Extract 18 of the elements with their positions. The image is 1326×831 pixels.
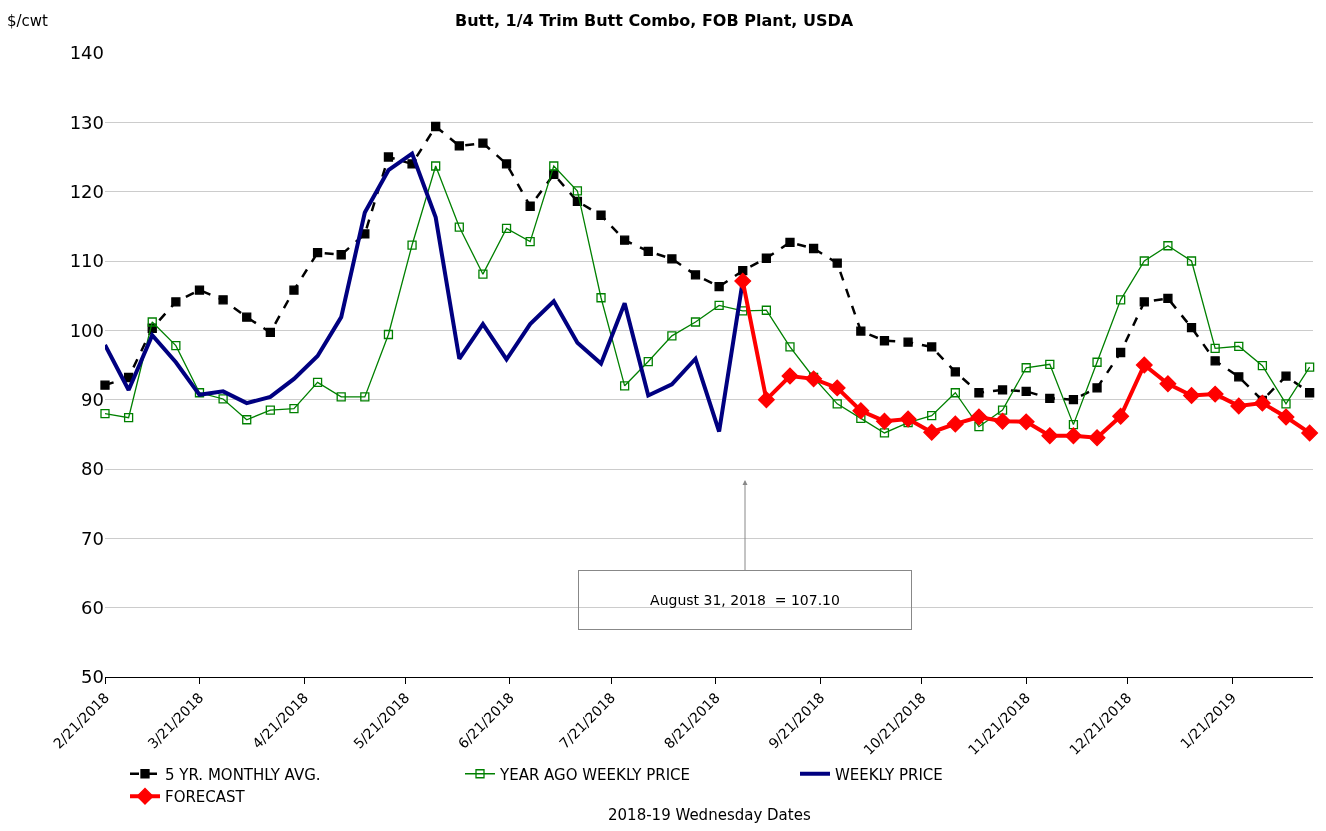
- y-tick-label: 90: [81, 388, 104, 410]
- chart-title: Butt, 1/4 Trim Butt Combo, FOB Plant, USDA: [455, 11, 854, 30]
- annotation: August 31, 2018 = 107.10: [650, 592, 840, 608]
- y-tick-label: 100: [69, 319, 104, 341]
- y-tick-label: 70: [81, 527, 104, 549]
- y-tick-label: 110: [69, 250, 104, 272]
- legend-label: 5 YR. MONTHLY AVG.: [165, 765, 321, 784]
- y-tick-label: 80: [81, 458, 104, 480]
- legend-label: FORECAST: [165, 788, 246, 807]
- y-tick-label: 60: [81, 596, 104, 618]
- y-axis-title: $/cwt: [7, 12, 49, 30]
- y-tick-label: 130: [69, 111, 104, 133]
- y-tick-label: 50: [81, 666, 104, 688]
- legend-label: YEAR AGO WEEKLY PRICE: [499, 765, 691, 784]
- y-tick-label: 120: [69, 180, 104, 202]
- y-tick-label: 140: [69, 42, 104, 64]
- legend-label: WEEKLY PRICE: [835, 765, 943, 784]
- x-axis-title: 2018-19 Wednesday Dates: [608, 806, 811, 824]
